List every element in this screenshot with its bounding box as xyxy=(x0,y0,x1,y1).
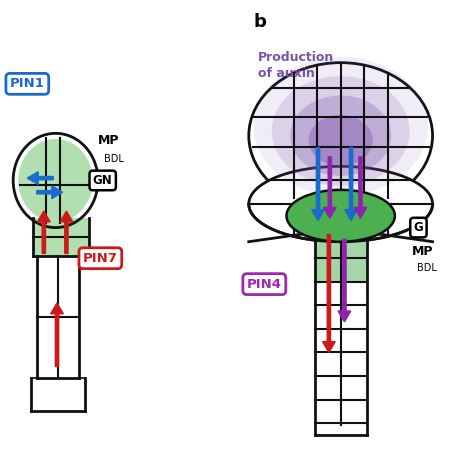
Text: PIN1: PIN1 xyxy=(10,77,45,91)
Text: BDL: BDL xyxy=(417,263,437,273)
FancyArrow shape xyxy=(354,157,367,218)
FancyArrow shape xyxy=(312,147,324,220)
Ellipse shape xyxy=(249,166,433,242)
Ellipse shape xyxy=(272,76,410,186)
FancyArrow shape xyxy=(37,211,50,254)
Text: Production
of auxin: Production of auxin xyxy=(258,51,335,80)
FancyArrow shape xyxy=(60,211,73,254)
Text: MP: MP xyxy=(412,245,434,258)
Polygon shape xyxy=(315,232,366,282)
Ellipse shape xyxy=(290,96,391,176)
FancyArrow shape xyxy=(323,157,336,218)
Ellipse shape xyxy=(249,63,433,209)
Text: G: G xyxy=(413,221,423,234)
Ellipse shape xyxy=(309,115,373,166)
FancyArrow shape xyxy=(51,303,64,366)
FancyArrow shape xyxy=(338,239,351,322)
Text: MP: MP xyxy=(98,134,119,147)
FancyArrow shape xyxy=(27,172,53,184)
Text: PIN4: PIN4 xyxy=(247,278,282,291)
FancyArrow shape xyxy=(345,147,357,220)
FancyArrow shape xyxy=(322,235,335,353)
Text: GN: GN xyxy=(93,174,113,187)
FancyArrow shape xyxy=(36,186,63,199)
Polygon shape xyxy=(34,218,89,256)
Text: PIN7: PIN7 xyxy=(83,252,118,264)
Text: b: b xyxy=(254,13,266,31)
Ellipse shape xyxy=(18,139,93,222)
Ellipse shape xyxy=(286,190,395,242)
Text: BDL: BDL xyxy=(104,154,124,164)
Ellipse shape xyxy=(254,57,428,196)
